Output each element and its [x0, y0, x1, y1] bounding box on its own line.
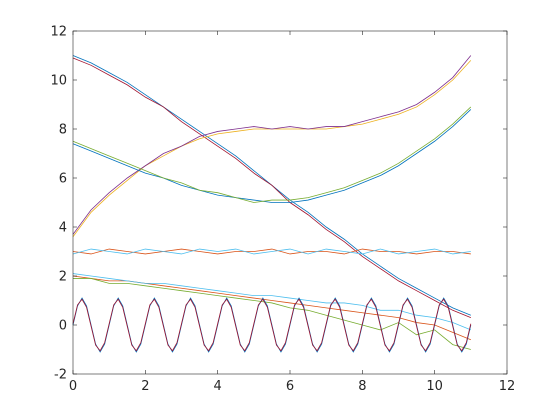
y-tick-label: 12: [50, 25, 67, 40]
y-tick-label: 10: [50, 74, 67, 89]
line: [72, 248, 471, 255]
line: [72, 248, 471, 255]
x-tick-label: 6: [286, 379, 294, 394]
y-tick-label: 8: [59, 123, 67, 138]
line: [72, 109, 472, 203]
y-tick-label: 2: [59, 270, 67, 285]
line: [72, 55, 472, 235]
line: [72, 106, 472, 203]
x-tick-label: 4: [214, 379, 222, 394]
x-tick-label: 8: [358, 379, 366, 394]
y-tick-label: -2: [54, 368, 67, 383]
x-tick-label: 0: [69, 379, 77, 394]
y-tick-label: 0: [59, 319, 67, 334]
x-tick-label: 2: [141, 379, 149, 394]
line: [72, 298, 472, 352]
line: [72, 57, 471, 319]
line: [73, 278, 471, 350]
y-tick-label: 4: [59, 221, 67, 236]
x-tick-label: 10: [426, 379, 443, 394]
line: [72, 273, 471, 331]
y-tick-label: 6: [59, 172, 67, 187]
x-tick-label: 12: [499, 379, 516, 394]
